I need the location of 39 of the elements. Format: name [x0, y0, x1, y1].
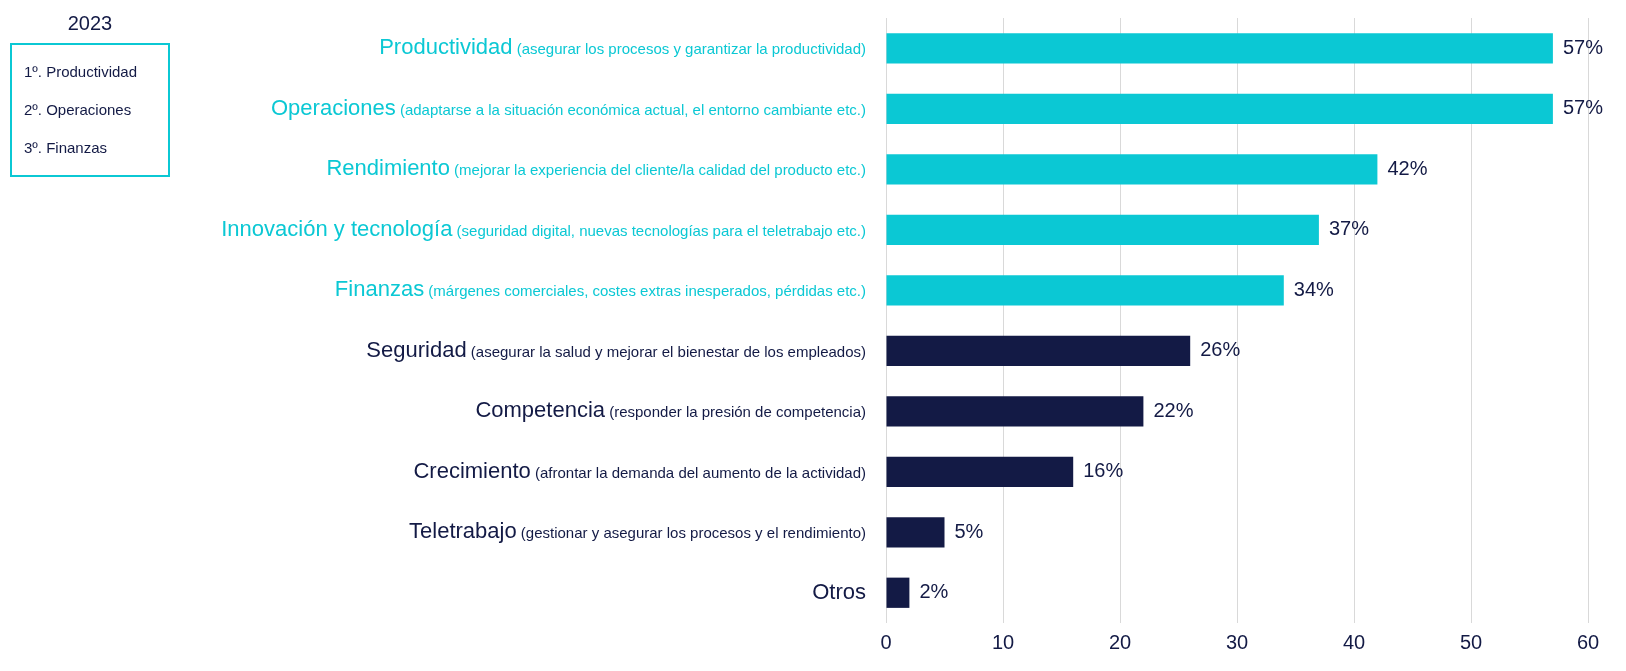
bar	[886, 275, 1284, 306]
data-label: 57%	[1562, 35, 1604, 58]
y-tick-label: Competencia (responder la presión de competencia)	[475, 397, 867, 423]
x-tick-label: 40	[1342, 630, 1366, 653]
data-label: 2%	[919, 580, 949, 603]
x-tick-label: 0	[880, 630, 892, 653]
x-tick-label: 10	[991, 630, 1015, 653]
bar	[886, 33, 1553, 64]
data-label: 5%	[954, 519, 984, 542]
ranking-box: 1º. Productividad 2º. Operaciones 3º. Finanzas	[10, 43, 170, 177]
bar	[886, 154, 1378, 185]
y-tick-label: Productividad (asegurar los procesos y garantizar la productividad)	[379, 34, 867, 60]
data-label: 26%	[1200, 338, 1241, 361]
y-tick-label: Teletrabajo (gestionar y asegurar los procesos y el rendimiento)	[409, 518, 867, 544]
bar	[886, 214, 1319, 245]
y-tick-label: Innovación y tecnología (seguridad digital, nuevas tecnologías para el teletrabajo etc.)	[221, 215, 867, 241]
y-tick-label: Seguridad (asegurar la salud y mejorar el bienestar de los empleados)	[366, 336, 867, 362]
data-label: 34%	[1293, 277, 1335, 300]
bar	[886, 577, 910, 608]
x-tick-label: 20	[1108, 630, 1132, 653]
data-label: 16%	[1083, 459, 1124, 482]
y-tick-label: Crecimiento (afrontar la demanda del aumento de la actividad)	[413, 457, 866, 483]
data-label: 42%	[1387, 156, 1428, 179]
bar	[886, 93, 1553, 124]
bar	[886, 335, 1191, 366]
x-tick-label: 60	[1576, 630, 1600, 653]
text: 2023	[66, 12, 114, 35]
data-label: 57%	[1562, 96, 1604, 119]
data-label: 37%	[1328, 217, 1370, 240]
x-tick-label: 50	[1459, 630, 1483, 653]
y-tick-label: Rendimiento (mejorar la experiencia del cliente/la calidad del producto etc.)	[326, 155, 867, 181]
x-tick-label: 30	[1225, 630, 1249, 653]
data-label: 22%	[1153, 398, 1194, 421]
y-tick-label: Otros	[812, 578, 867, 604]
y-tick-label: Finanzas (márgenes comerciales, costes extras inesperados, pérdidas etc.)	[334, 276, 867, 302]
y-tick-label: Operaciones (adaptarse a la situación económica actual, el entorno cambiante etc.)	[271, 94, 867, 120]
bar	[886, 517, 945, 548]
bar	[886, 396, 1144, 427]
bar	[886, 456, 1074, 487]
